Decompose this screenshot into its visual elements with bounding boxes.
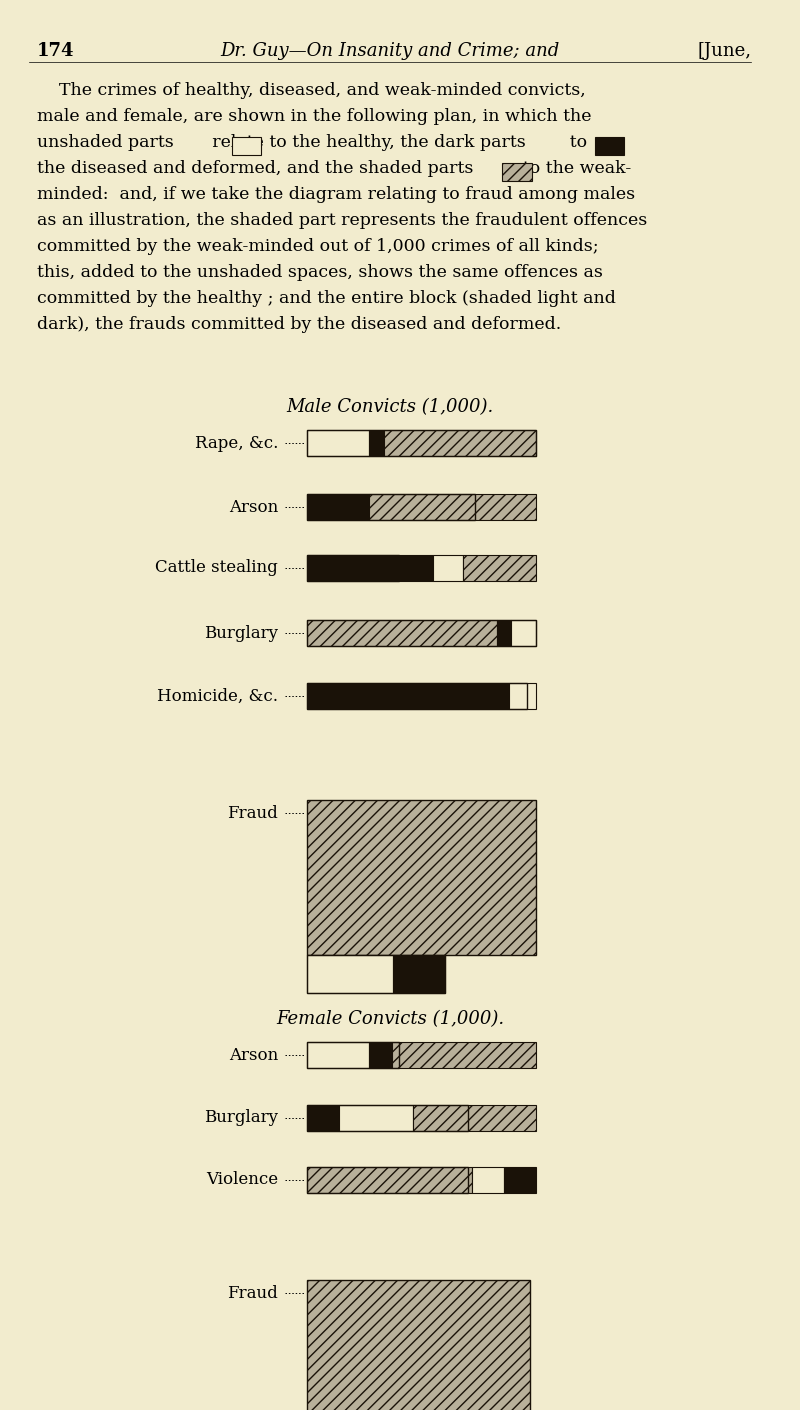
Bar (369, 1042, 392, 1067)
Bar (369, 430, 384, 455)
Bar (232, 137, 262, 155)
Bar (307, 556, 399, 581)
Bar (434, 556, 463, 581)
Bar (463, 556, 537, 581)
Bar (307, 1105, 339, 1131)
Bar (369, 493, 537, 520)
Text: Violence: Violence (206, 1172, 278, 1189)
Text: Dr. Guy—On Insanity and Crime; and: Dr. Guy—On Insanity and Crime; and (221, 42, 560, 61)
Text: this, added to the unshaded spaces, shows the same offences as: this, added to the unshaded spaces, show… (37, 264, 603, 281)
Bar (307, 556, 434, 581)
Bar (307, 682, 509, 709)
Text: Male Convicts (1,000).: Male Convicts (1,000). (286, 398, 494, 416)
Bar (502, 164, 531, 180)
Text: dark), the frauds committed by the diseased and deformed.: dark), the frauds committed by the disea… (37, 316, 562, 333)
Text: minded:  and, if we take the diagram relating to fraud among males: minded: and, if we take the diagram rela… (37, 186, 635, 203)
Text: unshaded parts       relate to the healthy, the dark parts        to: unshaded parts relate to the healthy, th… (37, 134, 587, 151)
Bar (307, 1042, 369, 1067)
Text: Burglary: Burglary (204, 1110, 278, 1127)
Text: the diseased and deformed, and the shaded parts         to the weak-: the diseased and deformed, and the shade… (37, 159, 631, 178)
Bar (307, 955, 445, 993)
Bar (393, 955, 445, 993)
Bar (307, 493, 369, 520)
Bar (307, 682, 527, 709)
Bar (498, 620, 511, 646)
Bar (307, 620, 537, 646)
Text: as an illustration, the shaded part represents the fraudulent offences: as an illustration, the shaded part repr… (37, 212, 647, 228)
Text: Homicide, &c.: Homicide, &c. (157, 688, 278, 705)
Bar (504, 1167, 537, 1193)
Bar (307, 493, 474, 520)
Bar (339, 1105, 413, 1131)
Text: committed by the weak-minded out of 1,000 crimes of all kinds;: committed by the weak-minded out of 1,00… (37, 238, 598, 255)
Bar (413, 1105, 537, 1131)
Bar (307, 1167, 472, 1193)
Bar (472, 1167, 504, 1193)
Bar (307, 1042, 399, 1067)
Bar (307, 1105, 468, 1131)
Bar (595, 137, 624, 155)
Text: male and female, are shown in the following plan, in which the: male and female, are shown in the follow… (37, 109, 591, 125)
Text: Arson: Arson (229, 499, 278, 516)
Bar (307, 1280, 530, 1410)
Text: [June,: [June, (697, 42, 751, 61)
Text: Burglary: Burglary (204, 625, 278, 642)
Text: 174: 174 (37, 42, 74, 61)
Bar (509, 682, 537, 709)
Bar (307, 430, 537, 455)
Bar (384, 430, 537, 455)
Text: Rape, &c.: Rape, &c. (194, 434, 278, 451)
Bar (511, 620, 537, 646)
Bar (307, 955, 393, 993)
Text: Fraud: Fraud (227, 805, 278, 822)
Bar (307, 430, 369, 455)
Text: Fraud: Fraud (227, 1285, 278, 1301)
Text: The crimes of healthy, diseased, and weak-minded convicts,: The crimes of healthy, diseased, and wea… (37, 82, 586, 99)
Text: committed by the healthy ; and the entire block (shaded light and: committed by the healthy ; and the entir… (37, 290, 616, 307)
Bar (307, 799, 537, 955)
Text: Arson: Arson (229, 1046, 278, 1063)
Text: Female Convicts (1,000).: Female Convicts (1,000). (276, 1010, 504, 1028)
Bar (392, 1042, 537, 1067)
Text: Cattle stealing: Cattle stealing (155, 560, 278, 577)
Bar (307, 1167, 468, 1193)
Bar (307, 620, 498, 646)
